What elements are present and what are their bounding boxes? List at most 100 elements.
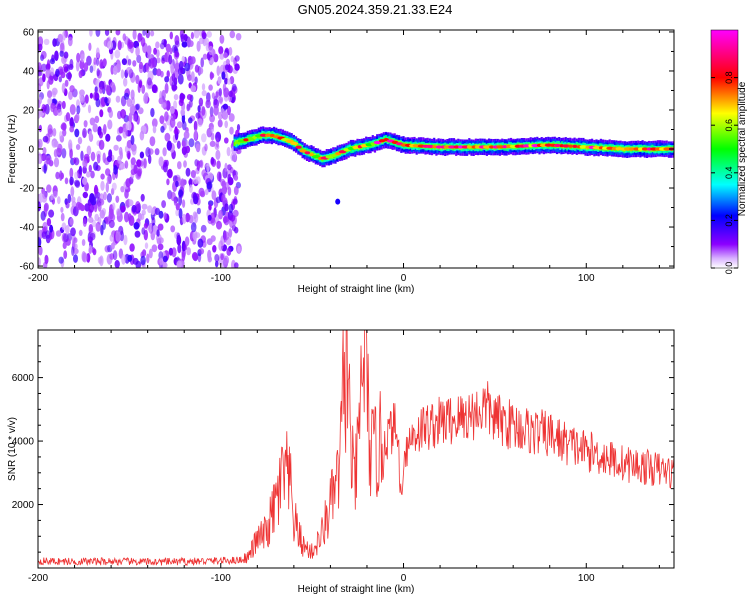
noise-blob: [62, 31, 66, 41]
noise-blob: [232, 209, 239, 217]
noise-blob: [100, 173, 105, 180]
snr-x-tick-label: 0: [401, 573, 407, 584]
noise-blob: [234, 63, 240, 71]
noise-blob: [63, 233, 69, 243]
noise-blob: [104, 30, 110, 36]
noise-blob: [176, 140, 181, 149]
spectrogram-x-tick-label: -200: [28, 273, 48, 284]
noise-blob: [228, 113, 235, 122]
noise-blob: [46, 59, 51, 70]
noise-blob: [68, 63, 74, 70]
noise-blob: [73, 254, 78, 263]
noise-blob: [52, 128, 57, 137]
noise-blob: [104, 96, 108, 104]
noise-blob: [99, 59, 104, 69]
noise-blob: [136, 54, 142, 64]
noise-blob: [130, 157, 136, 166]
noise-blob: [109, 234, 115, 242]
noise-blob: [65, 225, 70, 235]
noise-blob: [111, 202, 116, 211]
noise-blob: [95, 98, 101, 108]
noise-blob: [228, 228, 233, 238]
noise-blob: [78, 229, 83, 236]
noise-blob: [186, 247, 192, 256]
noise-blob: [160, 70, 164, 78]
noise-blob: [175, 180, 179, 188]
noise-blob: [206, 31, 212, 38]
noise-blob: [176, 121, 183, 129]
noise-blob: [89, 232, 96, 241]
noise-blob: [99, 193, 104, 203]
noise-blob: [174, 126, 178, 135]
noise-blob: [229, 126, 234, 135]
noise-blob: [44, 254, 49, 264]
noise-blob: [53, 140, 59, 148]
noise-blob: [67, 71, 72, 82]
noise-blob: [99, 109, 104, 118]
noise-blob: [186, 36, 192, 48]
noise-blob: [189, 99, 193, 108]
noise-blob: [175, 209, 179, 217]
noise-blob: [218, 171, 222, 183]
noise-blob: [205, 42, 210, 52]
track-peak-blob: [489, 145, 495, 149]
noise-blob: [55, 68, 60, 77]
noise-blob: [226, 247, 232, 256]
noise-blob: [237, 245, 241, 254]
track-peak-blob: [378, 139, 386, 143]
noise-blob: [99, 86, 103, 94]
noise-blob: [224, 162, 228, 172]
noise-blob: [180, 108, 186, 116]
noise-blob: [232, 198, 238, 205]
noise-blob: [88, 203, 95, 213]
noise-blob: [194, 232, 201, 239]
track-peak-blob: [312, 155, 321, 159]
noise-blob: [209, 140, 216, 147]
noise-blob: [57, 196, 61, 205]
noise-blob: [173, 94, 179, 101]
noise-blob: [198, 97, 204, 107]
noise-blob: [75, 60, 80, 72]
noise-blob: [70, 186, 75, 197]
noise-blob: [80, 53, 85, 63]
noise-blob: [121, 254, 126, 265]
noise-blob: [219, 53, 225, 60]
noise-blob: [175, 203, 180, 211]
noise-blob: [204, 189, 209, 196]
noise-blob: [158, 251, 164, 260]
noise-blob: [194, 212, 199, 224]
noise-blob: [177, 243, 182, 254]
snr-x-tick-label: -100: [211, 573, 231, 584]
noise-blob: [129, 104, 136, 115]
noise-blob: [108, 208, 114, 220]
track-peak-blob: [453, 145, 460, 149]
noise-blob: [41, 103, 46, 113]
noise-blob: [190, 85, 197, 93]
noise-blob: [140, 37, 146, 47]
track-peak-blob: [290, 141, 299, 146]
track-peak-blob: [436, 145, 442, 149]
noise-blob: [122, 127, 128, 139]
noise-blob: [150, 30, 155, 37]
noise-blob: [211, 92, 215, 99]
noise-blob: [126, 98, 132, 107]
noise-blob: [143, 222, 148, 229]
colorbar: 0.0 0.2 0.4 0.6 0.8 Normalized spectral ampl…: [710, 29, 748, 274]
track-peak-blob: [295, 145, 302, 149]
noise-blob: [215, 91, 219, 98]
noise-blob: [62, 123, 67, 131]
spectrogram-y-tick-label: 0: [28, 145, 34, 156]
noise-blob: [159, 257, 163, 266]
noise-blob: [67, 36, 73, 47]
noise-blob: [180, 178, 185, 187]
noise-blob: [137, 32, 142, 41]
noise-blob: [201, 169, 208, 178]
noise-blob: [190, 222, 197, 233]
noise-blob: [164, 132, 171, 142]
noise-blob: [207, 255, 212, 263]
noise-blob: [115, 195, 120, 203]
spectrogram-x-tick-label: 0: [401, 273, 407, 284]
noise-blob: [190, 31, 194, 40]
noise-blob: [88, 216, 94, 223]
noise-blob: [179, 93, 186, 100]
